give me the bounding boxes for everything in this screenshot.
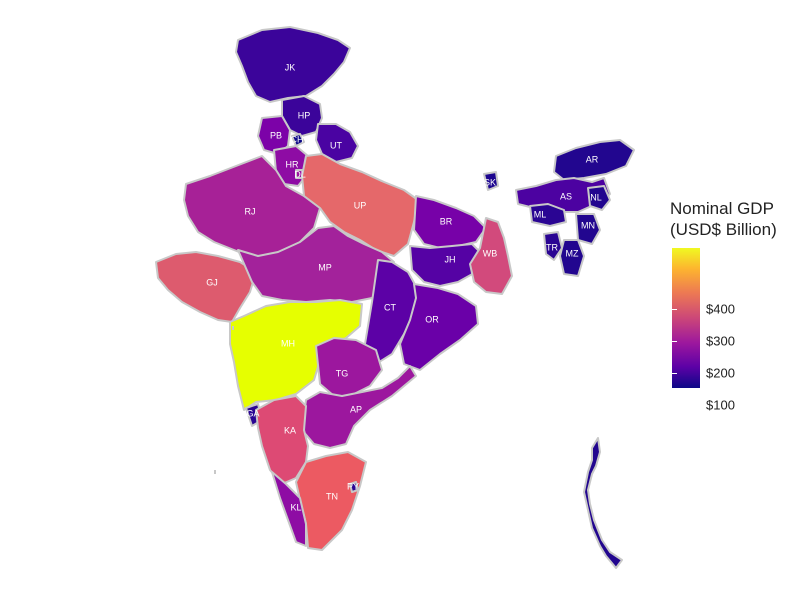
legend-tick-100: $100 (706, 397, 735, 413)
legend-tick-mark (672, 373, 677, 374)
legend-tick-mark (672, 341, 677, 342)
state-br (413, 195, 487, 249)
state-label-kl: KL (290, 502, 301, 512)
state-label-mp: MP (318, 262, 332, 272)
state-label-tg: TG (336, 368, 349, 378)
state-label-ka: KA (284, 425, 296, 435)
state-label-hr: HR (286, 159, 299, 169)
state-label-or: OR (425, 314, 439, 324)
island-fragment (214, 470, 216, 474)
legend-tick-200: $200 (706, 365, 735, 381)
state-mz (559, 239, 585, 277)
state-ut (315, 123, 359, 163)
state-up (301, 153, 419, 257)
legend-tick-300: $300 (706, 333, 735, 349)
state-label-ch: CH (291, 134, 304, 144)
state-label-ap: AP (350, 404, 362, 414)
state-label-tn: TN (326, 491, 338, 501)
state-gj (155, 251, 257, 323)
state-sk (483, 171, 499, 191)
state-label-sk: SK (484, 177, 496, 187)
state-ch (291, 133, 305, 147)
state-label-ga: GA (246, 408, 259, 418)
state-mn (575, 213, 601, 245)
state-kl (271, 471, 307, 547)
state-mp (237, 225, 395, 303)
island-fragment (232, 326, 234, 330)
state-label-pb: PB (270, 130, 282, 140)
state-shapes (155, 26, 635, 569)
legend-colorbar-group: $400 $300 $200 $100 (670, 248, 800, 413)
legend-title-line-1: Nominal GDP (670, 199, 774, 218)
legend-tick-400: $400 (706, 301, 735, 317)
state-label-gj: GJ (206, 277, 218, 287)
state-tg (315, 337, 383, 397)
state-label-jh: JH (445, 254, 456, 264)
state-label-py: PY (347, 481, 359, 491)
state-ar (553, 139, 635, 181)
state-an (583, 437, 623, 569)
state-label-ut: UT (330, 140, 342, 150)
state-label-mh: MH (281, 338, 295, 348)
state-label-wb: WB (483, 248, 498, 258)
state-ap (301, 365, 417, 449)
state-nl (587, 185, 611, 211)
state-label-ml: ML (534, 209, 547, 219)
state-wb (469, 217, 513, 295)
legend-colorbar (672, 248, 700, 388)
state-rj (183, 155, 321, 259)
state-label-ct: CT (384, 302, 396, 312)
state-label-br: BR (440, 216, 453, 226)
state-or (399, 283, 479, 371)
state-ml (529, 203, 567, 227)
state-label-rj: RJ (245, 206, 256, 216)
state-jk (235, 26, 351, 103)
state-label-ar: AR (586, 154, 599, 164)
state-label-up: UP (354, 200, 367, 210)
state-ct (363, 259, 419, 365)
state-label-dl: DL (294, 169, 306, 179)
state-label-nl: NL (590, 192, 602, 202)
legend-tick-mark (672, 405, 677, 406)
state-label-as: AS (560, 191, 572, 201)
state-label-jk: JK (285, 62, 296, 72)
legend-tick-mark (672, 309, 677, 310)
state-label-tr: TR (546, 242, 558, 252)
state-label-mn: MN (581, 220, 595, 230)
state-py (349, 481, 359, 493)
state-label-hp: HP (298, 110, 311, 120)
state-label-mz: MZ (566, 248, 579, 258)
legend-title-line-2: (USD$ Billion) (670, 220, 777, 239)
state-tr (543, 231, 563, 261)
gdp-legend: Nominal GDP (USD$ Billion) $400 $300 $20… (670, 198, 800, 413)
state-ka (255, 395, 309, 485)
